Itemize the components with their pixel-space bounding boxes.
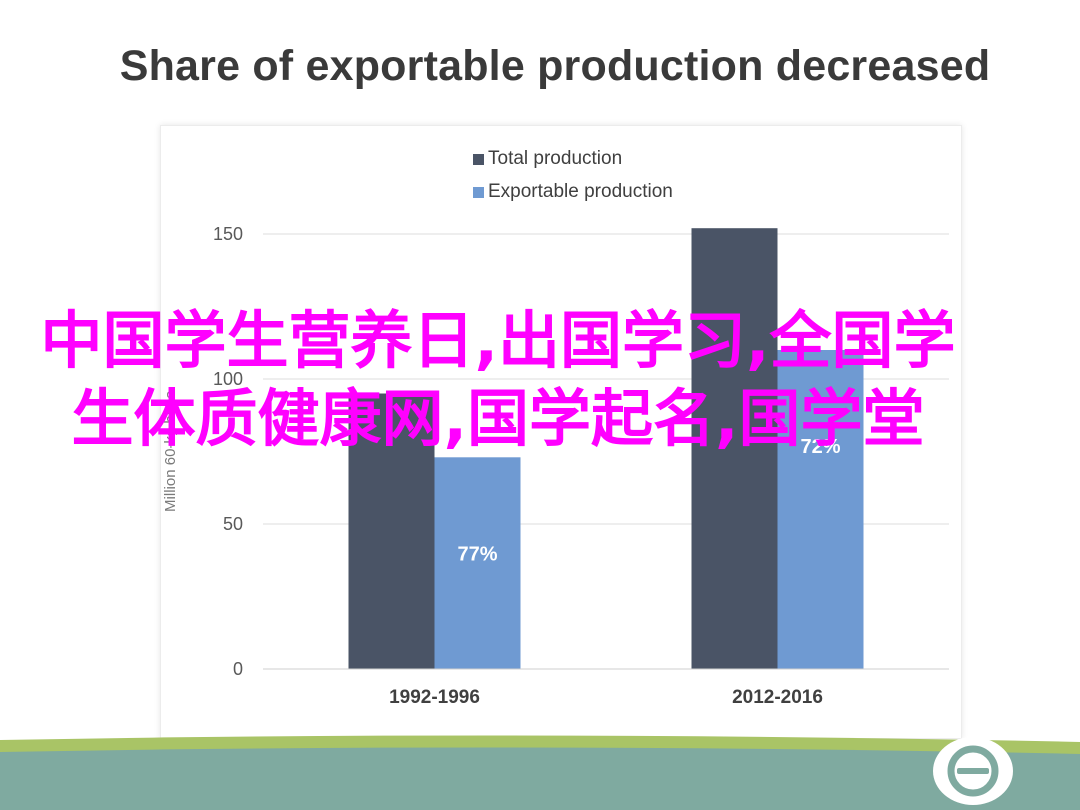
legend-label-exportable: Exportable production [488, 181, 673, 202]
y-tick-label-0: 0 [233, 659, 243, 679]
legend-item-exportable: Exportable production [473, 181, 673, 203]
legend-swatch-total [473, 153, 484, 165]
legend-label-total: Total production [488, 148, 623, 169]
bar-1992-1996-exportable [434, 457, 521, 669]
chart-panel: 0 50 100 150 Million 60-kg bags 1992-1996 2012… [160, 125, 962, 739]
y-tick-label-1: 50 [223, 514, 243, 534]
footer-wave [0, 735, 1080, 810]
footer-band [0, 728, 1080, 810]
x-tick-label-0: 1992-1996 [389, 687, 480, 708]
y-axis-label: Million 60-kg bags [162, 391, 179, 512]
y-tick-label-2: 100 [213, 369, 243, 389]
legend-swatch-exportable [473, 186, 484, 198]
watermark-overlay: 中国学生营养日,出国学习,全国学生体质健康网,国学起名,国学堂 [40, 304, 956, 455]
bar-1992-1996-total [348, 393, 435, 669]
bar-2012-2016-total [691, 228, 778, 669]
bar-2012-2016-exportable [777, 350, 864, 669]
legend-item-total: Total production [473, 148, 622, 170]
data-label-1: 72% [800, 436, 840, 458]
data-label-0: 77% [457, 543, 497, 565]
circle-logo-icon [933, 737, 1013, 805]
x-tick-label-1: 2012-2016 [732, 687, 823, 708]
bar-chart: 0 50 100 150 Million 60-kg bags 1992-1996 2012… [162, 224, 949, 708]
y-tick-label-3: 150 [213, 224, 243, 244]
slide-title: Share of exportable production decreased [119, 42, 991, 90]
